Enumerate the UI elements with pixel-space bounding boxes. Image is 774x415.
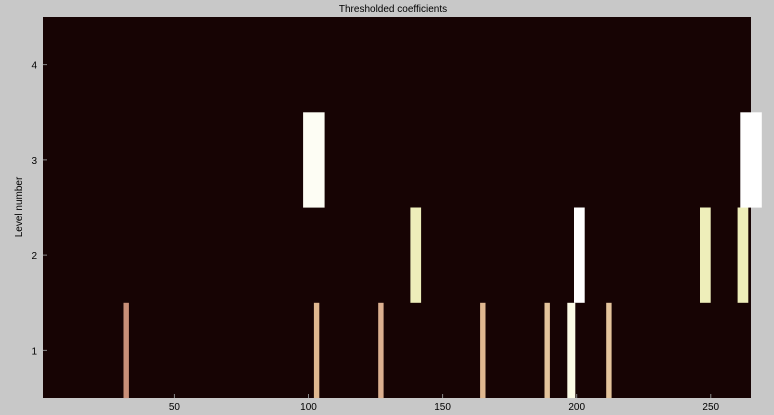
- coefficient-bar-level-1-4: [544, 302, 550, 399]
- coefficient-bar-level-1-0: [123, 302, 129, 399]
- coefficient-bar-level-2-7: [410, 207, 422, 303]
- x-tick-label-150: 150: [434, 402, 451, 413]
- coefficient-bar-level-1-3: [480, 302, 486, 399]
- y-tick-label-4: 4: [31, 61, 37, 72]
- y-tick-label-1: 1: [31, 346, 37, 357]
- coefficient-bar-level-3-11: [303, 112, 325, 208]
- x-tick-label-100: 100: [300, 402, 317, 413]
- x-tick-label-50: 50: [169, 402, 181, 413]
- coefficient-bar-level-2-10: [737, 207, 749, 303]
- bar-layer: [123, 112, 762, 399]
- plot-area: [43, 17, 751, 398]
- chart-title: Thresholded coefficients: [339, 4, 447, 15]
- y-tick-label-3: 3: [31, 156, 37, 167]
- coefficient-bar-level-1-2: [378, 302, 384, 399]
- tick-layer: 50 100 150 200 250 1 2 3 4: [31, 61, 719, 413]
- y-tick-label-2: 2: [31, 251, 37, 262]
- coefficient-bar-level-2-8: [574, 207, 585, 303]
- coefficient-bar-level-2-9: [700, 207, 711, 303]
- x-tick-label-250: 250: [702, 402, 719, 413]
- coefficient-bar-level-1-5: [567, 302, 576, 399]
- coefficient-bar-level-1-1: [313, 302, 320, 399]
- coefficient-bar-level-3-12: [740, 112, 762, 208]
- y-axis-label: Level number: [14, 176, 25, 237]
- coefficient-bar-level-1-6: [606, 302, 612, 399]
- x-tick-label-200: 200: [568, 402, 585, 413]
